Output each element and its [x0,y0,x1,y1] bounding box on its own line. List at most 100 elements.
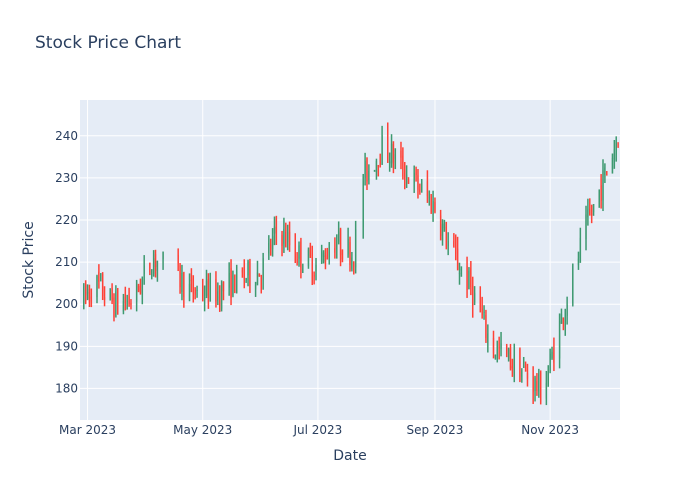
candle [88,284,91,308]
candle-body [241,270,243,273]
candle [615,136,617,162]
candle [483,305,485,320]
candle [598,189,600,208]
candle-body [523,366,525,368]
candle [400,141,402,170]
candle-body [387,130,389,158]
candle [183,271,185,308]
candle [339,227,342,267]
candle [96,274,98,304]
candle [245,277,247,283]
candle [234,274,236,294]
candle-body [328,251,330,257]
candle-body [458,272,461,275]
candle-body [205,280,208,296]
candle-body [288,231,291,246]
candle-body [162,251,164,260]
candle-body [417,175,419,190]
candle-body [536,381,538,391]
candle-body [496,346,498,357]
candle [139,278,142,295]
candle [553,337,555,372]
candle [324,248,327,270]
candle-body [532,377,534,393]
candle-body [309,244,311,257]
candle-body [591,213,593,215]
candle [128,287,130,307]
candle-body [606,171,608,173]
candle-body [443,223,446,229]
candle [589,198,591,216]
candle-body [474,292,476,303]
candle [447,232,449,256]
candle [283,217,285,253]
candle-body [302,268,304,273]
candle-body [589,208,591,214]
candle-body [445,227,447,248]
candle-body [434,202,436,212]
candle-body [519,349,521,382]
x-tick-label: Mar 2023 [59,423,116,437]
candle-body [426,181,429,197]
candle [294,233,296,264]
candle-body [513,354,515,374]
candle-body [485,315,487,338]
candle-body [268,242,270,254]
candle-body [492,337,495,354]
candle [560,308,563,324]
candle-body [447,241,449,246]
candle-body [587,209,589,218]
candle-body [428,197,430,199]
candle [205,269,208,299]
candle [375,158,378,180]
candle-body [322,252,325,257]
candle-body [115,291,117,316]
candle-body [415,169,417,175]
candle-body [283,228,285,244]
candle [415,166,417,182]
candle-body [598,189,600,202]
candle [487,324,489,353]
candle-body [183,273,185,297]
candle-body [141,278,143,294]
candle-body [209,278,211,300]
candle [585,205,587,251]
candle-body [96,276,98,298]
candle [587,198,589,226]
candle-body [192,278,194,294]
candle-body [294,241,296,258]
candle-body [271,235,274,250]
candle-body [296,259,298,263]
candle-body [154,254,157,267]
y-tick-label: 190 [55,339,78,353]
candle-body [534,377,536,391]
candle-body [151,276,153,278]
candle [413,165,415,193]
candle [258,273,261,277]
candle [505,343,508,358]
candle-body [404,171,406,182]
candle-body [113,297,115,318]
candle [84,280,87,305]
candle-body [262,258,264,280]
candle [188,273,191,302]
candle [288,221,291,252]
candle [137,283,140,293]
candle-body [455,244,457,254]
candle [479,286,482,313]
candle [432,190,434,222]
candle [481,296,483,319]
candle [441,219,444,246]
candle-body [243,267,245,280]
candle [434,197,436,214]
candle-body [287,232,289,242]
candle-body [219,288,221,306]
candle-body [400,150,402,158]
candle-body [538,374,540,392]
candle [577,251,580,270]
candle-body [602,170,604,201]
candle [320,244,323,264]
candle [600,174,602,209]
candle-body [217,291,219,301]
